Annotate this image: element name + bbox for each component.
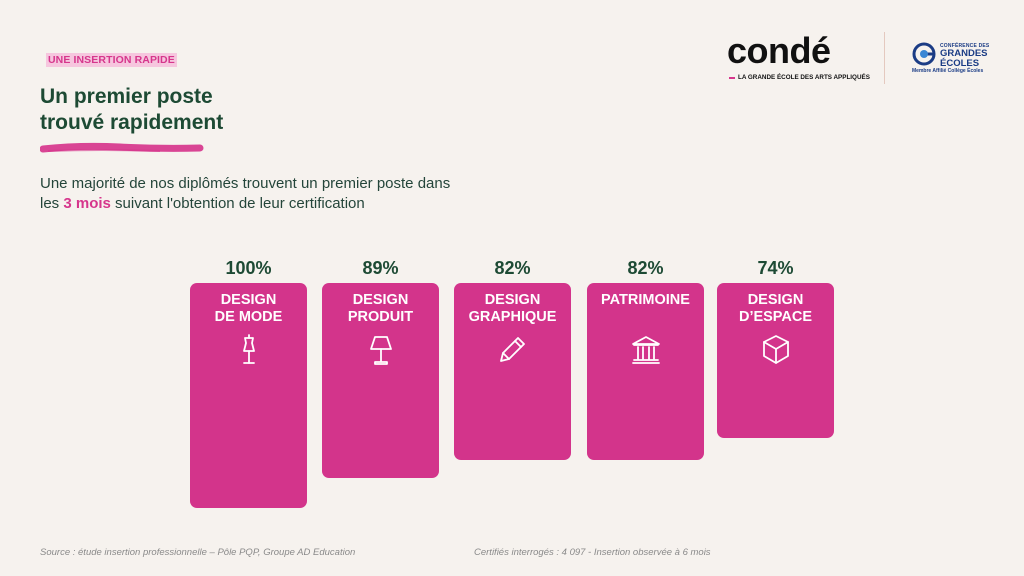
title-line-2: trouvé rapidement — [40, 111, 224, 134]
intro-text-part2: suivant l'obtention de leur certificatio… — [110, 194, 365, 212]
cge-line-4: Membre Affilié Collège Écoles — [912, 68, 984, 74]
bar: DESIGN D’ESPACE — [717, 283, 834, 438]
bar-category-label: DESIGN GRAPHIQUE — [468, 292, 557, 325]
bar: PATRIMOINE — [587, 283, 704, 460]
brush-underline-decoration — [40, 142, 204, 153]
intro-text-part1: Une majorité de nos diplômés trouvent un… — [40, 175, 451, 212]
conde-tagline: LA GRANDE ÉCOLE DES ARTS APPLIQUÉS — [738, 74, 870, 81]
cge-line-3: ÉCOLES — [940, 58, 980, 69]
bar-value-label: 74% — [757, 258, 794, 278]
bar-category-label: DESIGN DE MODE — [214, 292, 283, 325]
bar: DESIGN DE MODE — [190, 283, 307, 508]
cge-line-2: GRANDES — [940, 48, 988, 59]
bar-value-label: 82% — [494, 258, 531, 278]
bar-value-label: 82% — [627, 258, 664, 278]
logo-separator — [884, 32, 885, 84]
bar-category-label: DESIGN D’ESPACE — [738, 292, 813, 325]
cube-icon — [760, 333, 792, 367]
museum-icon — [630, 333, 662, 367]
footer-source: Source : étude insertion professionnelle… — [40, 547, 356, 558]
page-title: Un premier poste trouvé rapidement — [40, 84, 223, 136]
bar-category-label: DESIGN PRODUIT — [347, 292, 414, 325]
conde-wordmark: condé — [727, 30, 831, 71]
cge-line-1: CONFÉRENCE DES — [940, 43, 990, 49]
cge-g-icon — [912, 42, 936, 66]
title-line-1: Un premier poste — [40, 85, 213, 108]
cge-logo: CONFÉRENCE DES GRANDES ÉCOLES Membre Aff… — [912, 42, 992, 76]
conde-logo-dash — [729, 77, 735, 79]
section-tag: UNE INSERTION RAPIDE — [46, 53, 177, 67]
dress-form-icon — [233, 333, 265, 367]
conde-logo: condé LA GRANDE ÉCOLE DES ARTS APPLIQUÉS — [727, 30, 870, 86]
bar-value-label: 89% — [362, 258, 399, 278]
bar-value-label: 100% — [225, 258, 272, 278]
bar: DESIGN GRAPHIQUE — [454, 283, 571, 460]
bar-category-label: PATRIMOINE — [601, 292, 690, 308]
bar: DESIGN PRODUIT — [322, 283, 439, 479]
pencil-icon — [497, 333, 529, 367]
intro-highlight: 3 mois — [63, 194, 111, 212]
intro-text: Une majorité de nos diplômés trouvent un… — [40, 174, 460, 213]
lamp-icon — [365, 333, 397, 367]
footer-note: Certifiés interrogés : 4 097 - Insertion… — [474, 547, 711, 558]
